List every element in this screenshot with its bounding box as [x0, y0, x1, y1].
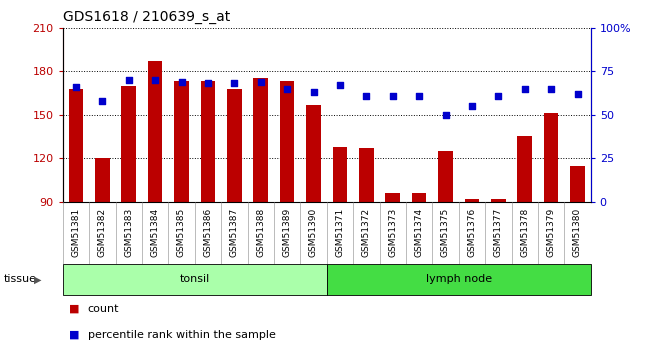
Point [71, 84, 81, 90]
Text: tissue: tissue [3, 275, 36, 284]
Text: lymph node: lymph node [426, 275, 492, 284]
Text: GSM51386: GSM51386 [203, 208, 213, 257]
Bar [544, 113, 558, 202]
Point [97, 98, 108, 104]
Text: GSM51372: GSM51372 [362, 208, 371, 257]
Text: GSM51387: GSM51387 [230, 208, 239, 257]
Bar [517, 137, 532, 202]
Point [361, 93, 372, 98]
Text: GSM51375: GSM51375 [441, 208, 450, 257]
Bar [412, 193, 426, 202]
Bar [95, 158, 110, 202]
Bar [280, 81, 294, 202]
Text: GSM51379: GSM51379 [546, 208, 556, 257]
Text: GSM51385: GSM51385 [177, 208, 186, 257]
Text: GSM51389: GSM51389 [282, 208, 292, 257]
Bar [327, 264, 591, 295]
Text: GSM51374: GSM51374 [414, 208, 424, 257]
Text: GSM51378: GSM51378 [520, 208, 529, 257]
Bar [148, 61, 162, 202]
Text: percentile rank within the sample: percentile rank within the sample [88, 330, 276, 339]
Text: GSM51377: GSM51377 [494, 208, 503, 257]
Bar [227, 89, 242, 202]
Point [203, 81, 213, 86]
Point [519, 86, 530, 91]
Bar [570, 166, 585, 202]
Point [467, 103, 477, 109]
Text: count: count [88, 304, 119, 314]
Point [282, 86, 292, 91]
Text: GDS1618 / 210639_s_at: GDS1618 / 210639_s_at [63, 10, 230, 24]
Point [255, 79, 266, 85]
Bar [359, 148, 374, 202]
Point [440, 112, 451, 118]
Bar [174, 81, 189, 202]
Bar [201, 81, 215, 202]
Text: GSM51383: GSM51383 [124, 208, 133, 257]
Text: tonsil: tonsil [180, 275, 210, 284]
Point [493, 93, 504, 98]
Bar [306, 105, 321, 202]
Text: ▶: ▶ [34, 275, 42, 284]
Text: ■: ■ [69, 304, 80, 314]
Text: GSM51381: GSM51381 [71, 208, 81, 257]
Point [308, 89, 319, 95]
Bar [121, 86, 136, 202]
Text: GSM51373: GSM51373 [388, 208, 397, 257]
Bar [69, 89, 83, 202]
Text: ■: ■ [69, 330, 80, 339]
Bar [333, 147, 347, 202]
Point [176, 79, 187, 85]
Point [414, 93, 424, 98]
Point [387, 93, 398, 98]
Text: GSM51384: GSM51384 [150, 208, 160, 257]
Text: GSM51382: GSM51382 [98, 208, 107, 257]
Bar [465, 199, 479, 202]
Point [335, 82, 345, 88]
Text: GSM51371: GSM51371 [335, 208, 345, 257]
Text: GSM51388: GSM51388 [256, 208, 265, 257]
Text: GSM51380: GSM51380 [573, 208, 582, 257]
Point [123, 77, 134, 83]
Bar [491, 199, 506, 202]
Bar [438, 151, 453, 202]
Bar [385, 193, 400, 202]
Point [150, 77, 160, 83]
Point [229, 81, 240, 86]
Text: GSM51390: GSM51390 [309, 208, 318, 257]
Bar [253, 78, 268, 202]
Point [546, 86, 556, 91]
Bar [63, 264, 327, 295]
Point [572, 91, 583, 97]
Text: GSM51376: GSM51376 [467, 208, 477, 257]
